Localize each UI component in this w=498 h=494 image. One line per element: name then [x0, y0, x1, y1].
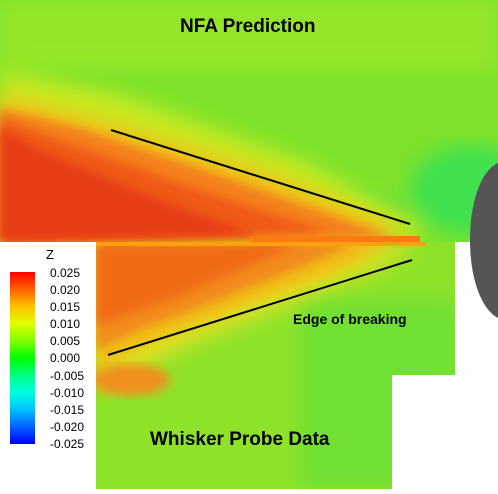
colorbar [10, 272, 35, 444]
legend-tick: -0.020 [50, 420, 85, 434]
body-shape [470, 163, 498, 318]
edge-line-bottom [107, 259, 413, 356]
bottom-title: Whisker Probe Data [150, 429, 330, 450]
legend-tick: -0.025 [50, 437, 85, 451]
legend-tick: 0.005 [50, 334, 81, 348]
legend-tick: -0.005 [50, 369, 85, 383]
top-title: NFA Prediction [180, 16, 316, 37]
legend-tick: 0.020 [50, 283, 81, 297]
legend-tick: 0.015 [50, 300, 81, 314]
legend-tick: -0.015 [50, 403, 85, 417]
legend-variable: Z [46, 247, 54, 262]
edge-line-top [110, 129, 411, 225]
legend-tick: 0.025 [50, 266, 81, 280]
nfa-prediction-panel [0, 0, 498, 242]
legend-tick: 0.000 [50, 351, 81, 365]
whisker-probe-panel [96, 242, 455, 489]
legend-tick: -0.010 [50, 386, 85, 400]
legend-tick: 0.010 [50, 317, 81, 331]
edge-of-breaking-label: Edge of breaking [293, 311, 407, 327]
